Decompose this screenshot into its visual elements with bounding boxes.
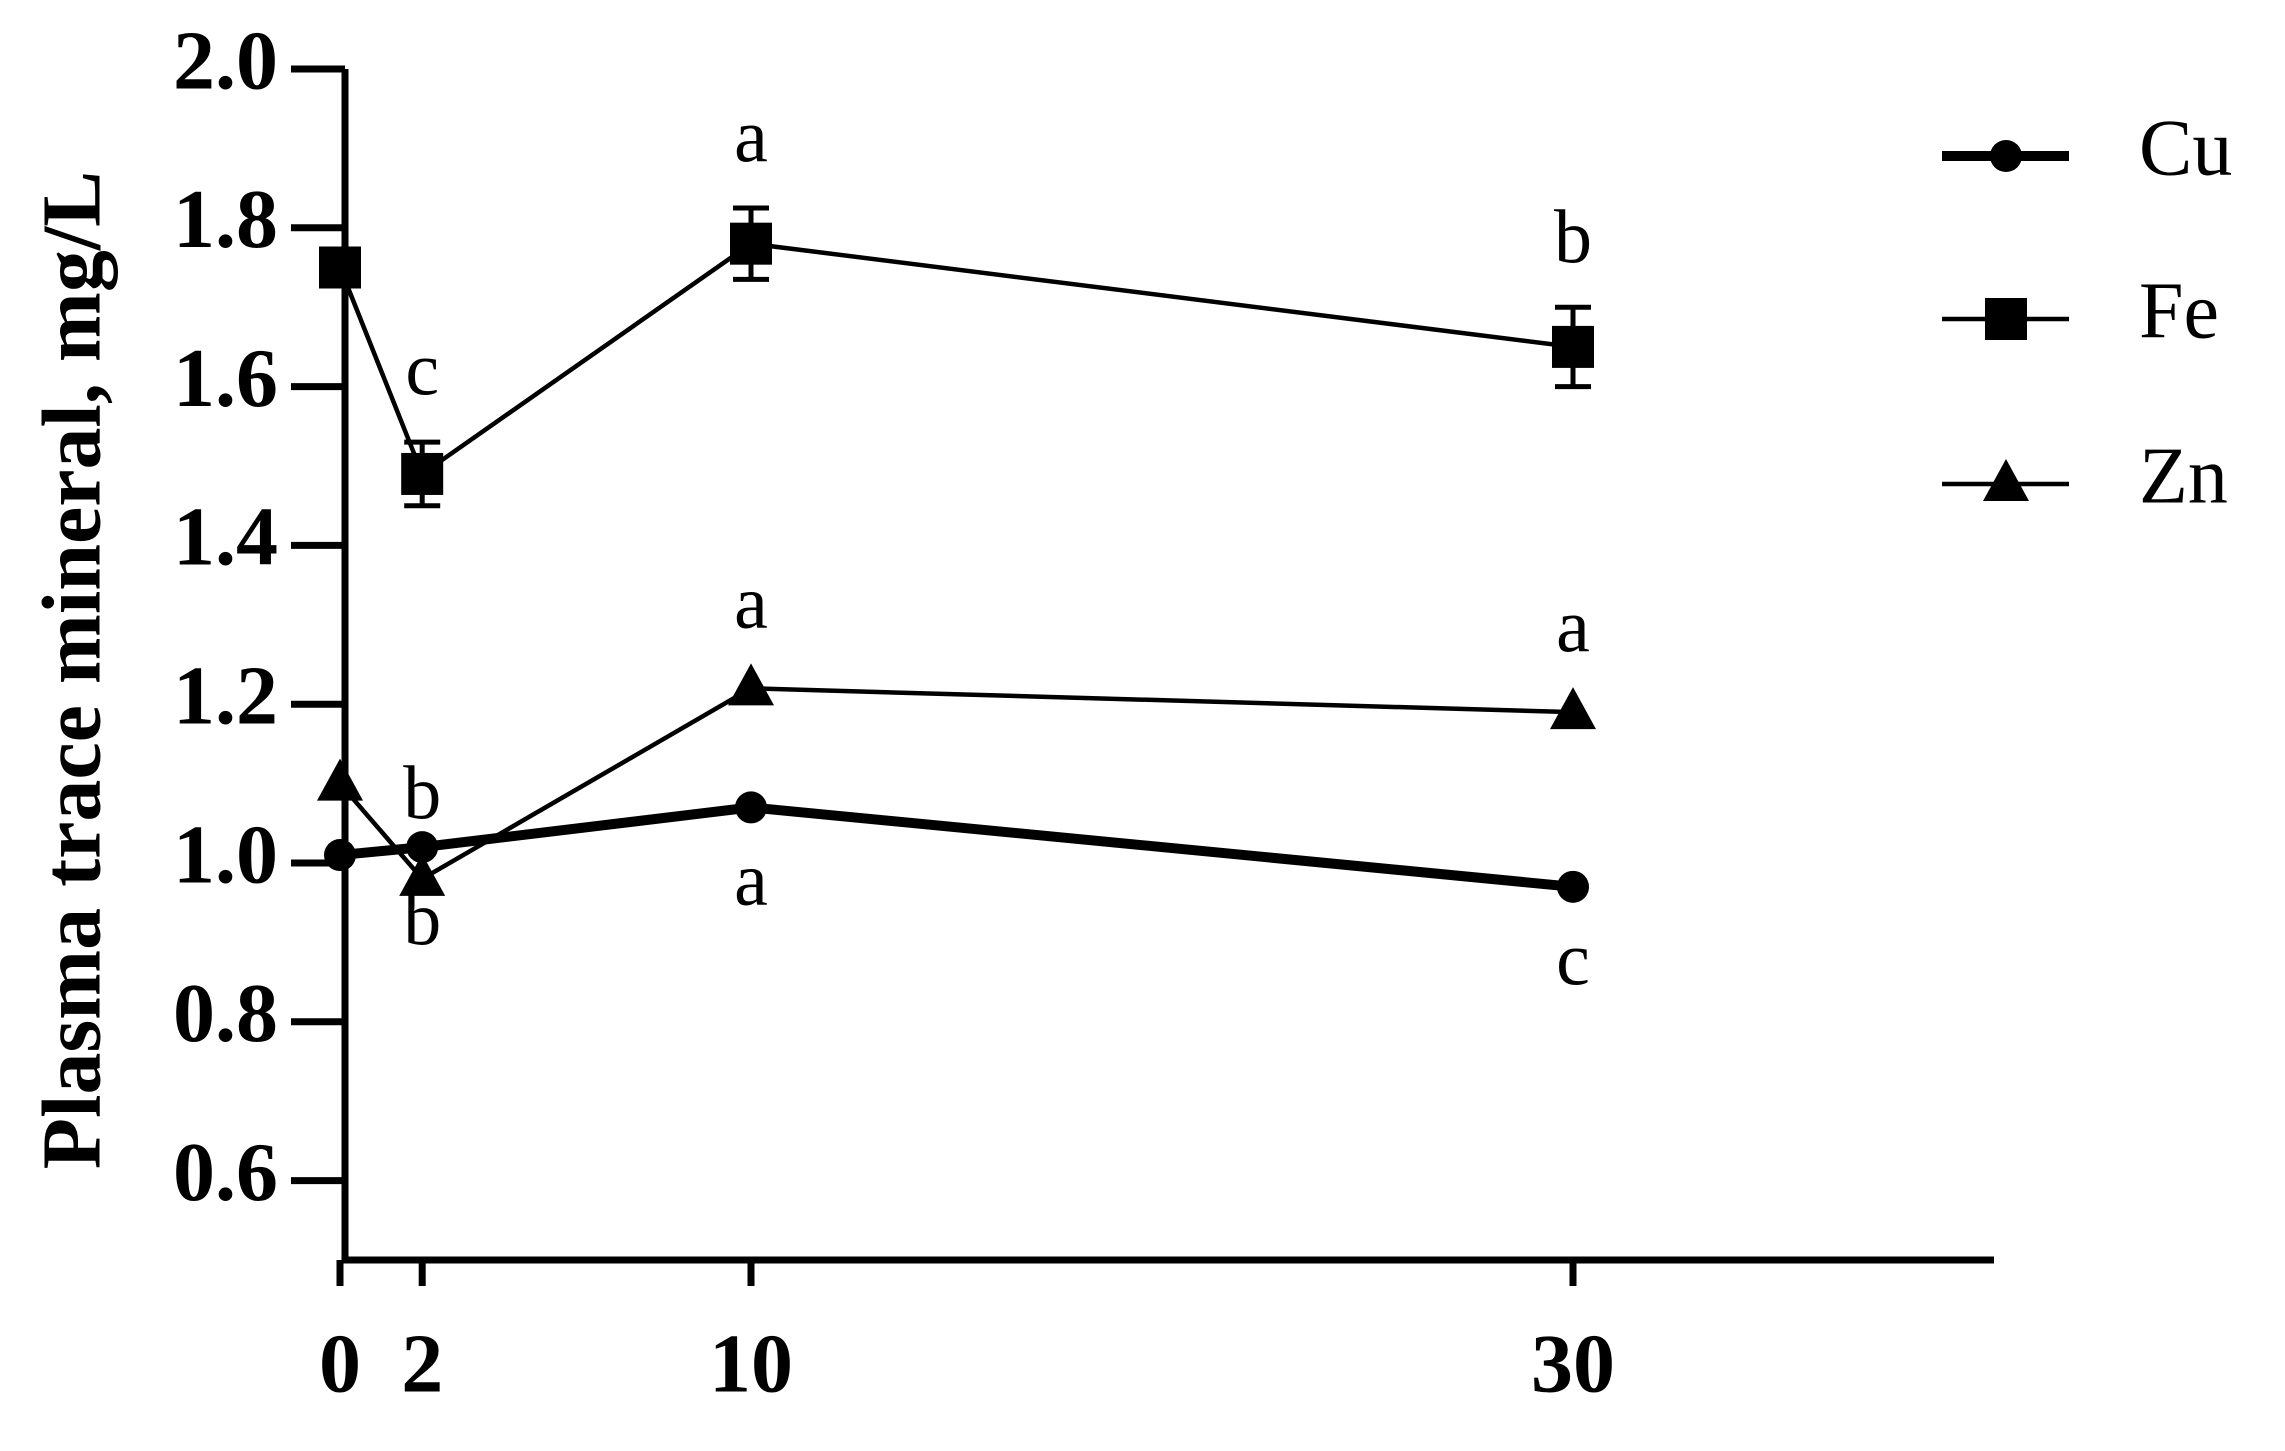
significance-label: a [734,95,768,179]
data-point [401,452,444,495]
data-point [728,663,774,706]
significance-label: a [734,838,768,922]
data-point [399,853,446,896]
y-tick-label: 1.4 [173,491,278,584]
data-point [730,222,772,265]
legend-marker [1983,459,2029,501]
y-tick-label: 1.6 [173,332,278,425]
significance-label: a [734,561,768,645]
significance-label: b [1554,196,1592,280]
y-tick-label: 1.8 [173,173,278,266]
data-point [406,831,439,864]
legend-label: Zn [2139,432,2228,520]
x-tick-label: 10 [709,1317,793,1410]
data-point [317,758,363,801]
data-point [1557,870,1589,903]
significance-label: c [405,327,439,411]
y-tick-label: 1.2 [173,649,278,742]
significance-label: b [403,751,441,835]
x-tick-label: 30 [1531,1317,1615,1410]
legend-marker [1990,140,2022,172]
y-axis-label: Plasma trace mineral, mg/L [25,171,118,1169]
legend-marker [1985,298,2027,340]
y-tick-label: 1.0 [173,808,278,901]
data-point [735,791,767,824]
legend-label: Fe [2139,267,2219,355]
x-tick-label: 0 [319,1317,361,1410]
series-line [337,241,1574,478]
data-point [319,246,361,289]
y-tick-label: 0.6 [173,1126,278,1219]
data-point [324,839,356,872]
significance-label: a [1556,585,1590,669]
y-tick-label: 2.0 [173,14,278,107]
series-line [338,686,1574,882]
data-point [1552,325,1594,368]
x-tick-label: 2 [401,1317,443,1410]
series-line [339,802,1574,892]
significance-label: c [1556,917,1590,1001]
data-point [1550,687,1596,730]
legend-label: Cu [2139,104,2232,192]
y-tick-label: 0.8 [173,967,278,1060]
